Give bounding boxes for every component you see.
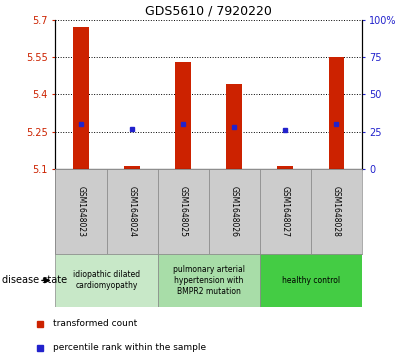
Text: GSM1648026: GSM1648026 (230, 186, 239, 237)
Bar (175, 62, 191, 169)
Bar (311, 169, 362, 254)
Text: transformed count: transformed count (53, 319, 137, 329)
Bar (55, 169, 106, 254)
Bar (157, 254, 260, 307)
Bar (125, 166, 140, 169)
Bar (328, 57, 344, 169)
Title: GDS5610 / 7920220: GDS5610 / 7920220 (145, 4, 272, 17)
Text: healthy control: healthy control (282, 276, 340, 285)
Text: GSM1648027: GSM1648027 (281, 186, 290, 237)
Text: GSM1648025: GSM1648025 (178, 186, 187, 237)
Bar (209, 169, 260, 254)
Text: GSM1648023: GSM1648023 (76, 186, 85, 237)
Text: percentile rank within the sample: percentile rank within the sample (53, 343, 206, 352)
Bar (73, 27, 89, 169)
Bar (226, 85, 242, 169)
Bar (55, 254, 157, 307)
Bar (157, 169, 208, 254)
Text: GSM1648028: GSM1648028 (332, 186, 341, 237)
Text: idiopathic dilated
cardiomyopathy: idiopathic dilated cardiomyopathy (73, 270, 140, 290)
Bar (277, 166, 293, 169)
Text: pulmonary arterial
hypertension with
BMPR2 mutation: pulmonary arterial hypertension with BMP… (173, 265, 245, 296)
Bar (260, 169, 311, 254)
Bar (260, 254, 362, 307)
Text: GSM1648024: GSM1648024 (127, 186, 136, 237)
Text: disease state: disease state (2, 276, 67, 285)
Bar (106, 169, 157, 254)
